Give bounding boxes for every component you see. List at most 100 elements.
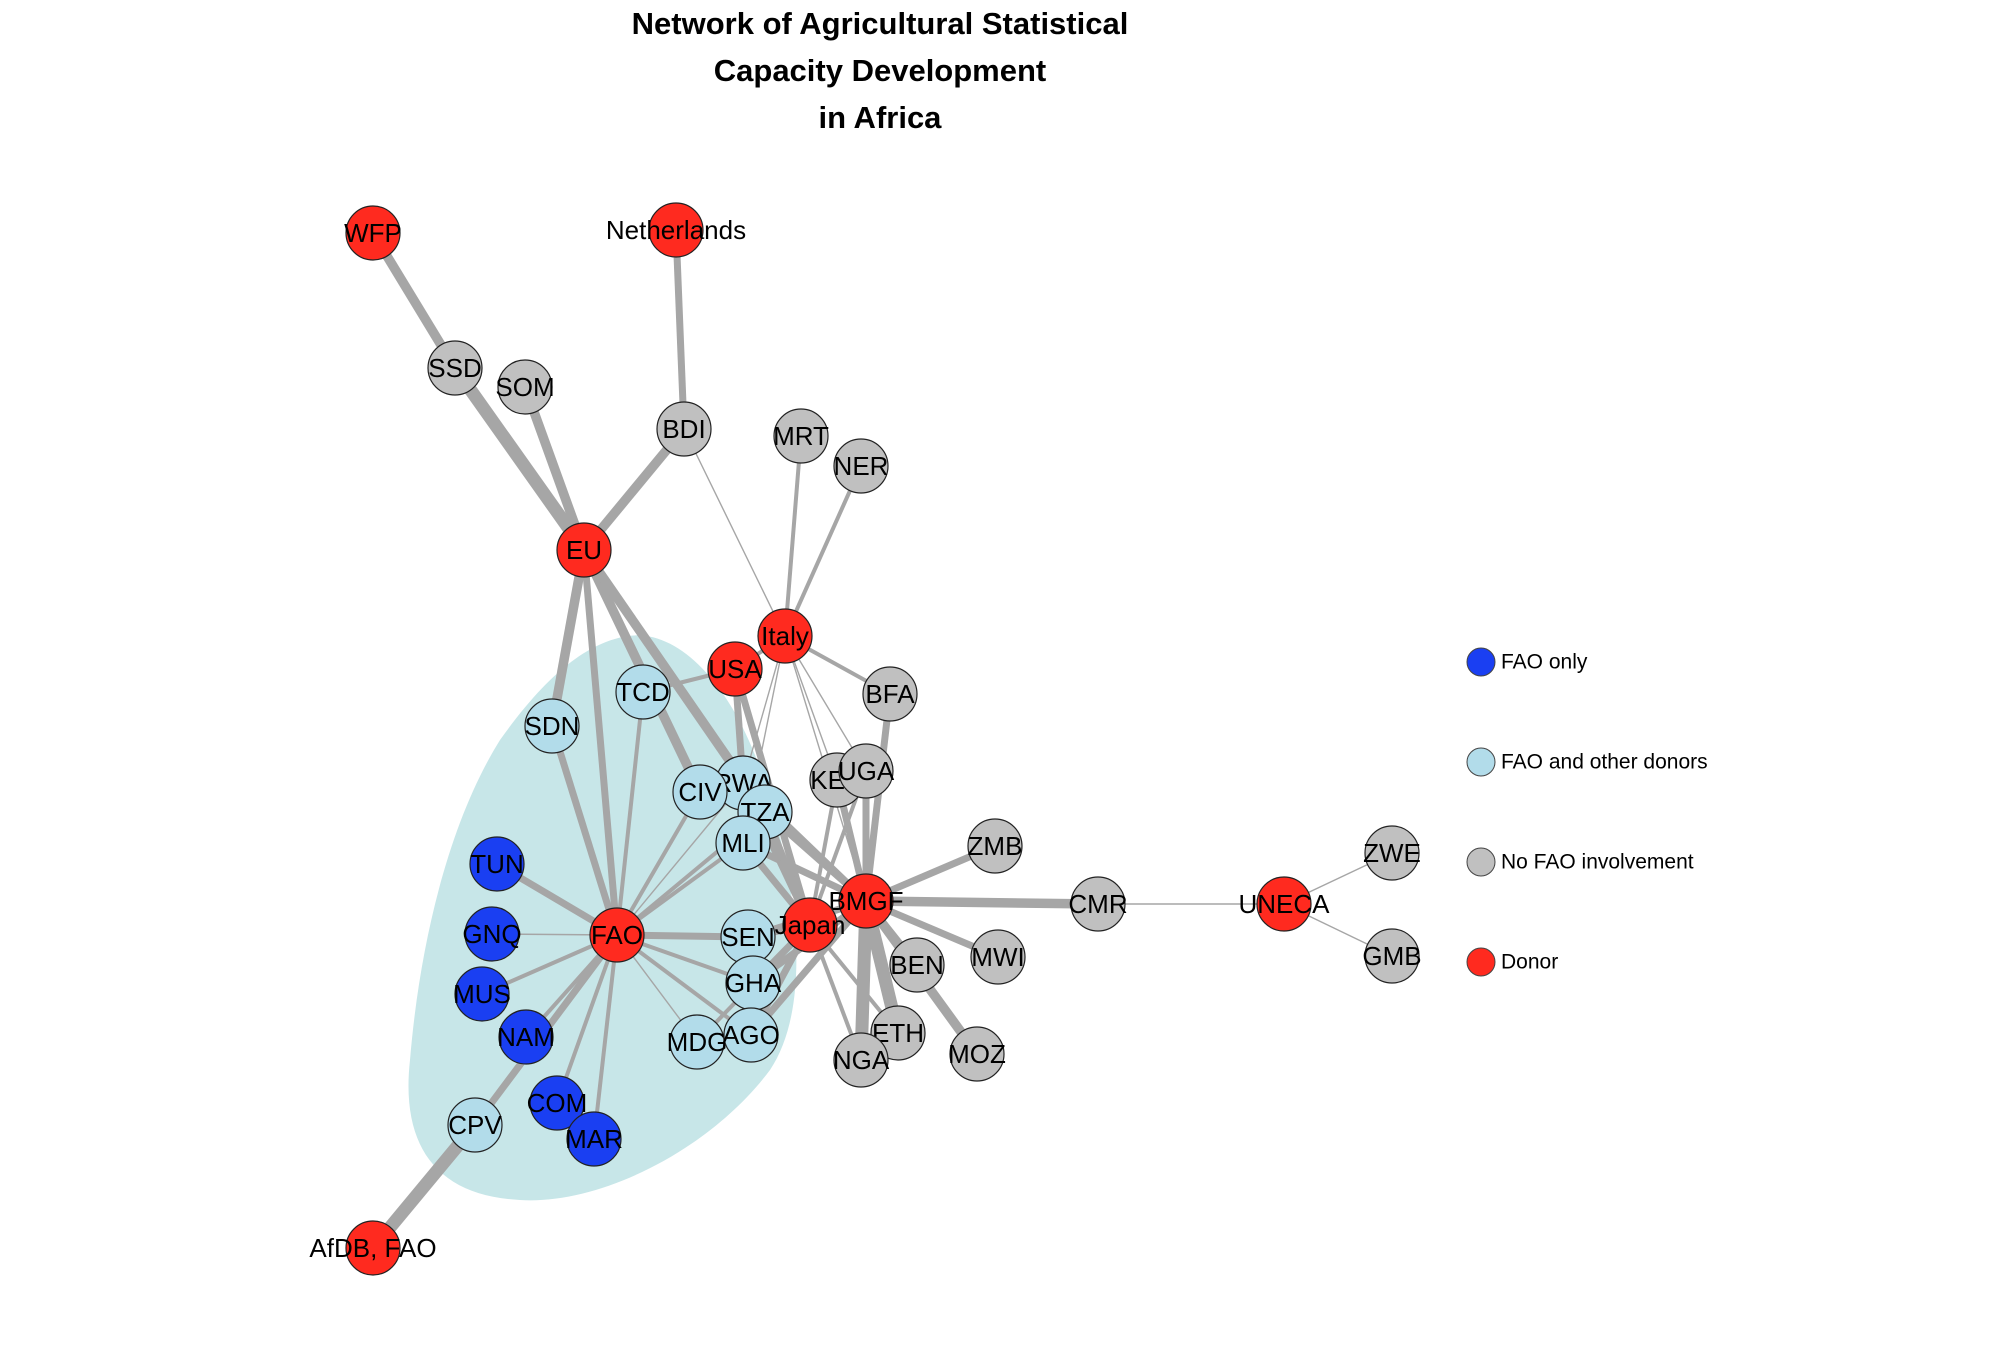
edge-eu-fao — [580, 549, 621, 936]
node-label-ago: AGO — [722, 1020, 780, 1050]
node-label-japan: Japan — [775, 910, 846, 940]
node-circle-mus — [454, 966, 510, 1022]
node-circle-japan — [782, 897, 838, 953]
node-label-ben: BEN — [890, 950, 943, 980]
node-circle-sdn — [524, 698, 580, 754]
node-circle-tcd — [615, 664, 671, 720]
node-sdn: SDN — [524, 698, 580, 754]
node-label-sen: SEN — [721, 922, 774, 952]
edge-eu-sdn — [547, 549, 589, 727]
node-circle-nga — [833, 1032, 889, 1088]
node-label-com: COM — [527, 1088, 588, 1118]
node-mus: MUS — [453, 966, 511, 1022]
legend-label-fao-and-other-donors: FAO and other donors — [1501, 751, 1708, 774]
node-circle-ssd — [427, 340, 483, 396]
node-circle-afdb-fao — [345, 1220, 401, 1276]
node-label-ner: NER — [834, 451, 889, 481]
node-label-netherlands: Netherlands — [606, 215, 746, 245]
node-label-uga: UGA — [838, 756, 895, 786]
node-label-uneca: UNECA — [1238, 889, 1330, 919]
edge-fao-ago — [615, 933, 753, 1037]
node-label-gha: GHA — [725, 968, 782, 998]
node-circle-netherlands — [648, 202, 704, 258]
legend-swatch-no-fao-involvement — [1466, 847, 1496, 877]
node-netherlands: Netherlands — [606, 202, 746, 258]
node-label-som: SOM — [495, 372, 554, 402]
node-circle-com — [529, 1075, 585, 1131]
edge-som-eu — [520, 385, 589, 552]
legend-item-fao-and-other-donors: FAO and other donors — [1466, 747, 1708, 777]
node-circle-bmgf — [838, 873, 894, 929]
legend-item-fao-only: FAO only — [1466, 647, 1588, 677]
node-italy: Italy — [757, 608, 813, 664]
node-zmb: ZMB — [967, 818, 1023, 874]
node-label-mwi: MWI — [971, 942, 1024, 972]
node-label-cpv: CPV — [448, 1110, 502, 1140]
node-label-zmb: ZMB — [968, 831, 1023, 861]
node-label-nam: NAM — [497, 1022, 555, 1052]
node-label-sdn: SDN — [525, 711, 580, 741]
edge-mrt-italy — [783, 435, 803, 637]
node-circle-uga — [838, 743, 894, 799]
node-label-afdb-fao: AfDB, FAO — [309, 1233, 436, 1263]
node-circle-som — [497, 359, 553, 415]
title-line-2: Capacity Development — [714, 53, 1047, 88]
legend-swatch-fao-and-other-donors — [1466, 747, 1496, 777]
node-uga: UGA — [838, 743, 895, 799]
node-label-gmb: GMB — [1362, 941, 1421, 971]
edge-tcd-fao — [615, 691, 645, 936]
node-label-eu: EU — [566, 535, 602, 565]
legend-label-fao-only: FAO only — [1501, 651, 1588, 674]
node-com: COM — [527, 1075, 588, 1131]
node-circle-mrt — [773, 408, 829, 464]
node-label-gnq: GNQ — [462, 919, 521, 949]
node-cpv: CPV — [447, 1097, 503, 1153]
node-label-mdg: MDG — [667, 1027, 728, 1057]
node-label-moz: MOZ — [948, 1039, 1006, 1069]
node-nga: NGA — [833, 1032, 890, 1088]
node-label-wfp: WFP — [344, 218, 402, 248]
node-label-usa: USA — [708, 654, 762, 684]
legend-item-donor: Donor — [1466, 947, 1558, 977]
node-circle-bfa — [862, 666, 918, 722]
node-label-civ: CIV — [678, 777, 722, 807]
node-civ: CIV — [672, 764, 728, 820]
node-wfp: WFP — [344, 205, 402, 261]
edge-ssd-eu — [449, 364, 590, 554]
node-label-mar: MAR — [565, 1124, 623, 1154]
node-circle-moz — [949, 1026, 1005, 1082]
node-mar: MAR — [565, 1111, 623, 1167]
node-circle-gmb — [1364, 928, 1420, 984]
node-circle-cpv — [447, 1097, 503, 1153]
edge-sdn-fao — [548, 724, 621, 937]
legend-swatch-fao-only — [1466, 647, 1496, 677]
node-circle-bdi — [656, 401, 712, 457]
edge-bdi-netherlands — [672, 229, 688, 430]
node-circle-zwe — [1364, 825, 1420, 881]
node-label-cmr: CMR — [1068, 889, 1127, 919]
legend: FAO only FAO and other donors No FAO invol… — [1466, 647, 1708, 977]
node-ago: AGO — [722, 1007, 780, 1063]
node-circle-civ — [672, 764, 728, 820]
node-circle-uneca — [1256, 876, 1312, 932]
node-afdb-fao: AfDB, FAO — [309, 1220, 437, 1276]
node-sen: SEN — [720, 909, 776, 965]
node-bmgf: BMGF — [828, 873, 904, 929]
node-circle-ago — [723, 1007, 779, 1063]
legend-label-donor: Donor — [1501, 951, 1558, 974]
node-cmr: CMR — [1068, 876, 1128, 932]
edge-bfa-bmgf — [862, 693, 894, 902]
node-circle-ben — [889, 937, 945, 993]
node-ner: NER — [833, 438, 889, 494]
node-circle-nam — [498, 1009, 554, 1065]
node-eu: EU — [556, 522, 612, 578]
node-usa: USA — [707, 641, 763, 697]
title-line-1: Network of Agricultural Statistical — [632, 6, 1129, 41]
node-label-italy: Italy — [761, 621, 809, 651]
node-moz: MOZ — [948, 1026, 1006, 1082]
node-mwi: MWI — [970, 929, 1026, 985]
edge-com-fao — [555, 934, 619, 1104]
title-line-3: in Africa — [819, 100, 943, 135]
